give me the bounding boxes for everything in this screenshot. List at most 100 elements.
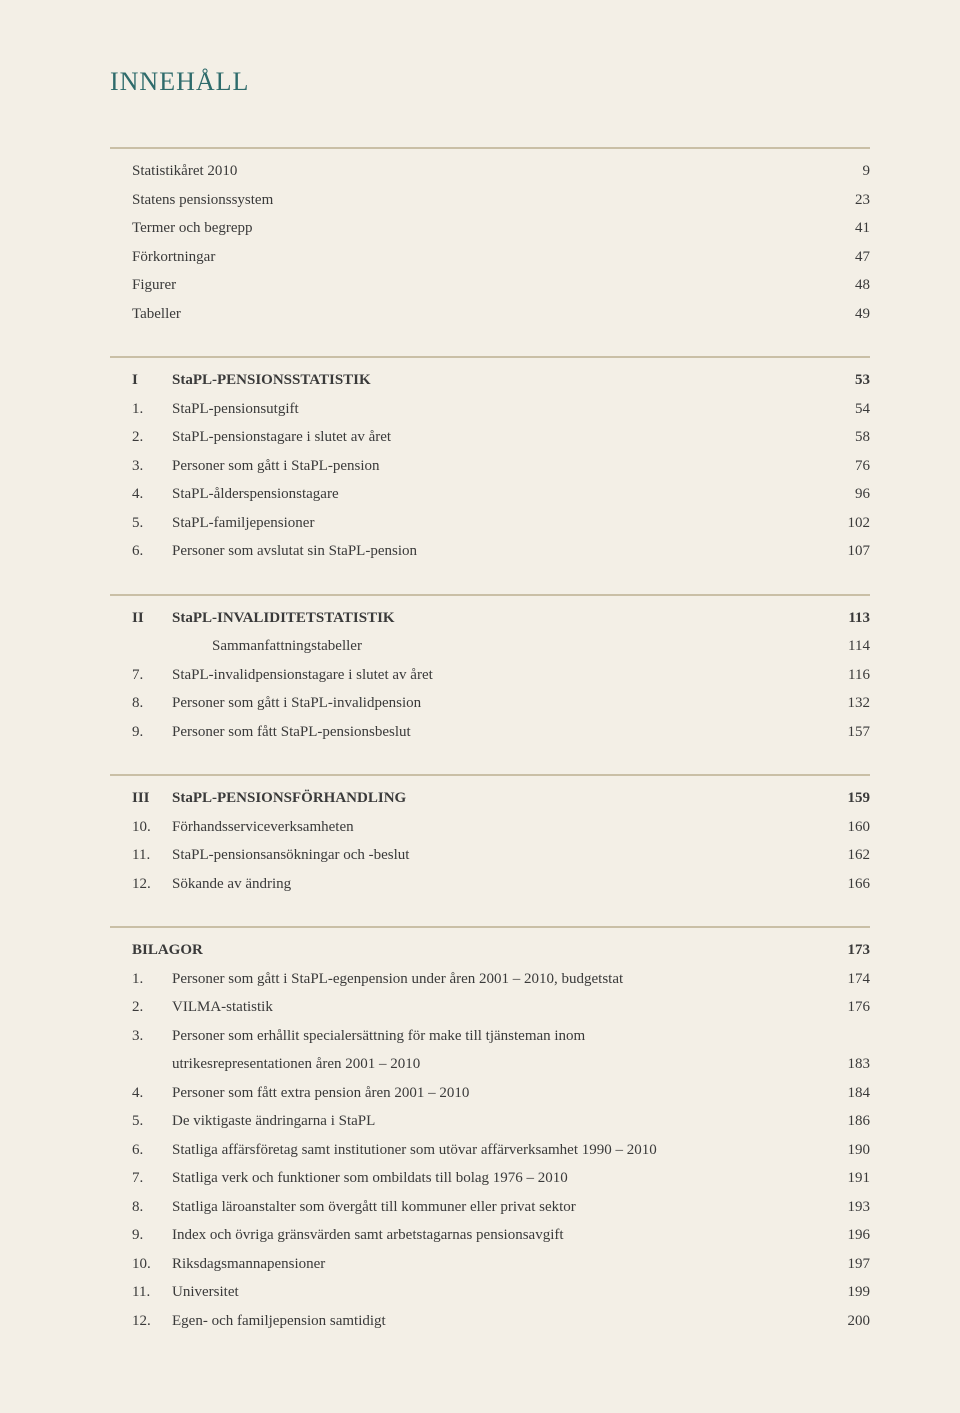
toc-entry-number: 11. — [132, 841, 172, 870]
toc-page: INNEHÅLL Statistikåret 20109Statens pens… — [0, 0, 960, 1413]
toc-entry-label: Personer som avslutat sin StaPL-pension — [172, 537, 830, 566]
toc-entry-label: Index och övriga gränsvärden samt arbets… — [172, 1221, 830, 1250]
toc-entry-number: 8. — [132, 1193, 172, 1222]
toc-row: Statens pensionssystem23 — [132, 186, 870, 215]
toc-entry-page: 173 — [830, 936, 870, 965]
toc-row: 5.StaPL-familjepensioner102 — [132, 509, 870, 538]
toc-row: Förkortningar47 — [132, 243, 870, 272]
toc-entry-number: 4. — [132, 1079, 172, 1108]
toc-entry-number: 9. — [132, 1221, 172, 1250]
toc-entry-number: 3. — [132, 452, 172, 481]
toc-row: BILAGOR173 — [132, 936, 870, 965]
toc-entry-page: 49 — [830, 300, 870, 329]
toc-entry-page: 114 — [830, 632, 870, 661]
toc-entry-label: Statliga verk och funktioner som ombilda… — [172, 1164, 830, 1193]
toc-entry-page: 48 — [830, 271, 870, 300]
toc-entry-label: BILAGOR — [132, 936, 830, 965]
toc-row: Figurer48 — [132, 271, 870, 300]
toc-entry-label: utrikesrepresentationen åren 2001 – 2010 — [172, 1050, 830, 1079]
toc-row: 7.StaPL-invalidpensionstagare i slutet a… — [132, 661, 870, 690]
toc-entry-page: 76 — [830, 452, 870, 481]
toc-entry-label: Personer som fått StaPL-pensionsbeslut — [172, 718, 830, 747]
toc-row: 2.StaPL-pensionstagare i slutet av året5… — [132, 423, 870, 452]
toc-entry-label: Personer som gått i StaPL-egenpension un… — [172, 965, 830, 994]
toc-entry-page: 159 — [830, 784, 870, 813]
toc-entry-label: StaPL-pensionsansökningar och -beslut — [172, 841, 830, 870]
toc-entry-page: 113 — [830, 604, 870, 633]
toc-section: BILAGOR1731.Personer som gått i StaPL-eg… — [110, 926, 870, 1335]
toc-row: IStaPL-PENSIONSSTATISTIK53 — [132, 366, 870, 395]
toc-entry-number: 3. — [132, 1022, 172, 1051]
toc-entry-page: 9 — [830, 157, 870, 186]
toc-entry-number: 10. — [132, 1250, 172, 1279]
toc-entry-label: Tabeller — [132, 300, 830, 329]
toc-entry-page: 47 — [830, 243, 870, 272]
toc-entry-label: StaPL-PENSIONSSTATISTIK — [172, 366, 830, 395]
toc-entry-page: 199 — [830, 1278, 870, 1307]
toc-entry-page: 174 — [830, 965, 870, 994]
toc-entry-label: Figurer — [132, 271, 830, 300]
toc-entry-page: 197 — [830, 1250, 870, 1279]
toc-row: 4.Personer som fått extra pension åren 2… — [132, 1079, 870, 1108]
toc-row: 5.De viktigaste ändringarna i StaPL186 — [132, 1107, 870, 1136]
toc-entry-page: 184 — [830, 1079, 870, 1108]
toc-entry-page: 190 — [830, 1136, 870, 1165]
toc-entry-label: Personer som gått i StaPL-pension — [172, 452, 830, 481]
toc-entry-page: 183 — [830, 1050, 870, 1079]
toc-row: 10.Riksdagsmannapensioner197 — [132, 1250, 870, 1279]
toc-entry-label: Statistikåret 2010 — [132, 157, 830, 186]
toc-entry-number: 8. — [132, 689, 172, 718]
toc-entry-label: Sammanfattningstabeller — [172, 632, 830, 661]
toc-entry-page: 166 — [830, 870, 870, 899]
toc-entry-number: 5. — [132, 1107, 172, 1136]
toc-entry-number: I — [132, 366, 172, 395]
toc-entry-number: 7. — [132, 661, 172, 690]
toc-entry-number: 12. — [132, 1307, 172, 1336]
toc-entry-page: 58 — [830, 423, 870, 452]
toc-entry-label: Förkortningar — [132, 243, 830, 272]
toc-subhead: Sammanfattningstabeller114 — [132, 632, 870, 661]
toc-entry-page: 102 — [830, 509, 870, 538]
toc-entry-number: 2. — [132, 993, 172, 1022]
toc-entry-label: Personer som gått i StaPL-invalidpension — [172, 689, 830, 718]
toc-entry-number: 5. — [132, 509, 172, 538]
toc-entry-label: Sökande av ändring — [172, 870, 830, 899]
toc-entry-page: 186 — [830, 1107, 870, 1136]
toc-entry-number: 10. — [132, 813, 172, 842]
toc-entry-number: 7. — [132, 1164, 172, 1193]
toc-entry-label: StaPL-PENSIONSFÖRHANDLING — [172, 784, 830, 813]
toc-row: 11.StaPL-pensionsansökningar och -beslut… — [132, 841, 870, 870]
toc-entry-page: 200 — [830, 1307, 870, 1336]
toc-entry-page: 23 — [830, 186, 870, 215]
toc-row: 3.Personer som erhållit specialersättnin… — [132, 1022, 870, 1051]
toc-entry-page: 132 — [830, 689, 870, 718]
toc-entry-number: 4. — [132, 480, 172, 509]
toc-row: Statistikåret 20109 — [132, 157, 870, 186]
toc-row: 4.StaPL-ålderspensionstagare96 — [132, 480, 870, 509]
toc-row: 1.StaPL-pensionsutgift54 — [132, 395, 870, 424]
toc-row: 6.Personer som avslutat sin StaPL-pensio… — [132, 537, 870, 566]
toc-entry-label: Personer som fått extra pension åren 200… — [172, 1079, 830, 1108]
toc-entry-page: 96 — [830, 480, 870, 509]
toc-row: utrikesrepresentationen åren 2001 – 2010… — [132, 1050, 870, 1079]
toc-entry-label: De viktigaste ändringarna i StaPL — [172, 1107, 830, 1136]
toc-entry-page: 54 — [830, 395, 870, 424]
toc-row: 9.Personer som fått StaPL-pensionsbeslut… — [132, 718, 870, 747]
toc-entry-page: 160 — [830, 813, 870, 842]
toc-entry-label: StaPL-pensionsutgift — [172, 395, 830, 424]
toc-entry-label: Statens pensionssystem — [132, 186, 830, 215]
page-title: INNEHÅLL — [110, 67, 870, 97]
toc-row: 8.Statliga läroanstalter som övergått ti… — [132, 1193, 870, 1222]
toc-entry-page: 116 — [830, 661, 870, 690]
toc-row: Termer och begrepp41 — [132, 214, 870, 243]
toc-entry-label: Statliga läroanstalter som övergått till… — [172, 1193, 830, 1222]
toc-entry-number: 6. — [132, 537, 172, 566]
toc-section: IIStaPL-INVALIDITETSTATISTIK113Sammanfat… — [110, 594, 870, 747]
toc-section: Statistikåret 20109Statens pensionssyste… — [110, 147, 870, 328]
toc-row: 10.Förhandsserviceverksamheten160 — [132, 813, 870, 842]
toc-entry-label: StaPL-ålderspensionstagare — [172, 480, 830, 509]
toc-entry-number: 1. — [132, 395, 172, 424]
toc-row: 11.Universitet199 — [132, 1278, 870, 1307]
toc-entry-page: 191 — [830, 1164, 870, 1193]
toc-row: 12.Sökande av ändring166 — [132, 870, 870, 899]
